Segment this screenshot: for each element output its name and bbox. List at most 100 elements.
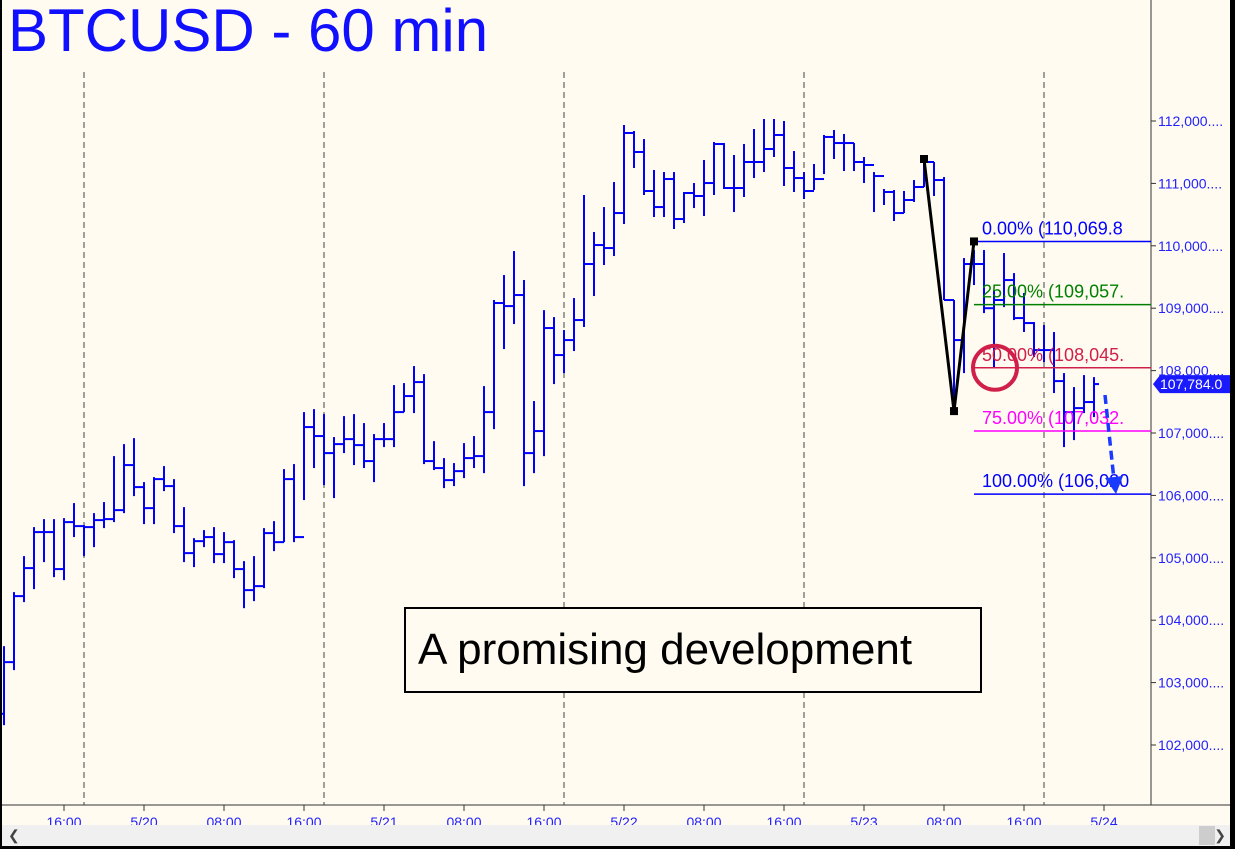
ohlc-bar xyxy=(429,441,439,471)
ohlc-bar xyxy=(479,386,489,474)
ohlc-bar xyxy=(809,163,819,193)
ohlc-bar xyxy=(329,437,339,499)
annotation-box: A promising development xyxy=(404,607,982,693)
ohlc-bar xyxy=(569,298,579,352)
last-price-tag xyxy=(1153,375,1230,394)
ohlc-bar xyxy=(539,310,549,457)
ohlc-bar xyxy=(799,172,809,199)
ohlc-bar xyxy=(1079,375,1089,414)
ohlc-bar xyxy=(89,513,99,548)
price-tick-label: 110,000.... xyxy=(1158,238,1223,254)
swing-point xyxy=(950,407,958,416)
arrow-head-icon xyxy=(1105,476,1123,494)
ohlc-bar xyxy=(849,142,859,172)
ohlc-bar xyxy=(39,519,49,563)
ohlc-bar xyxy=(459,443,469,479)
ohlc-bar xyxy=(289,464,299,543)
ohlc-bar xyxy=(449,463,459,487)
ohlc-bar xyxy=(239,561,249,609)
ohlc-bar xyxy=(689,183,699,209)
ohlc-bar xyxy=(659,172,669,218)
ohlc-bar xyxy=(9,592,19,671)
swing-point xyxy=(920,155,928,164)
ohlc-bar xyxy=(259,528,269,589)
ohlc-bar xyxy=(889,190,899,222)
last-price-label: 107,784.0 xyxy=(1160,376,1222,392)
ohlc-bar xyxy=(829,129,839,160)
ohlc-bar xyxy=(649,169,659,218)
ohlc-bar xyxy=(1059,373,1069,448)
ohlc-bar xyxy=(899,191,909,215)
time-tick-label: 5/20 xyxy=(130,814,157,825)
ohlc-bar xyxy=(519,280,529,487)
ohlc-bar xyxy=(629,130,639,168)
ohlc-bar xyxy=(949,299,959,411)
time-tick-label: 08:00 xyxy=(926,814,961,825)
ohlc-bar xyxy=(359,423,369,469)
ohlc-bar xyxy=(619,124,629,225)
ohlc-bar xyxy=(499,275,509,350)
ohlc-bar xyxy=(249,556,259,602)
time-tick-label: 08:00 xyxy=(206,814,241,825)
ohlc-bar xyxy=(769,119,779,158)
ohlc-bar xyxy=(739,144,749,198)
ohlc-bar xyxy=(529,401,539,474)
ohlc-bar xyxy=(1039,325,1049,363)
scrollbar-thumb[interactable] xyxy=(1199,826,1215,845)
ohlc-bar xyxy=(339,416,349,454)
price-tick-label: 111,000.... xyxy=(1158,175,1222,191)
time-tick-label: 16:00 xyxy=(766,814,801,825)
ohlc-bar xyxy=(349,414,359,466)
ohlc-bar xyxy=(469,436,479,469)
ohlc-bar xyxy=(29,527,39,590)
ohlc-bar xyxy=(129,438,139,497)
ohlc-bar xyxy=(59,518,69,581)
ohlc-bar xyxy=(99,502,109,529)
ohlc-bar xyxy=(559,330,569,374)
horizontal-scrollbar[interactable]: ❮ ❯ xyxy=(2,825,1230,846)
highlight-circle xyxy=(971,343,1019,392)
ohlc-bar xyxy=(869,163,879,213)
swing-point xyxy=(970,237,978,246)
ohlc-bar xyxy=(1009,273,1019,321)
time-tick-label: 5/21 xyxy=(370,814,397,825)
chart-title: BTCUSD - 60 min xyxy=(8,0,489,64)
ohlc-bar xyxy=(819,134,829,181)
ohlc-bar xyxy=(939,177,949,302)
scroll-right-icon[interactable]: ❯ xyxy=(1214,827,1226,843)
ohlc-bar xyxy=(609,182,619,257)
ohlc-bar xyxy=(779,121,789,187)
ohlc-bar xyxy=(859,157,869,184)
projection-arrow xyxy=(1103,394,1116,481)
time-tick-label: 5/23 xyxy=(850,814,877,825)
scroll-left-icon[interactable]: ❮ xyxy=(8,827,20,843)
price-tick-label: 103,000.... xyxy=(1158,675,1224,691)
time-tick-label: 08:00 xyxy=(686,814,721,825)
ohlc-bar xyxy=(279,469,289,544)
price-tick-label: 106,000.... xyxy=(1158,487,1224,503)
ohlc-bar xyxy=(509,251,519,325)
ohlc-bar xyxy=(1089,377,1099,418)
time-tick-label: 5/22 xyxy=(610,814,637,825)
fib-level-label: 0.00% (110,069.8 xyxy=(982,218,1123,238)
ohlc-bar xyxy=(19,556,29,603)
price-tick-label: 105,000.... xyxy=(1158,550,1224,566)
ohlc-bar xyxy=(109,456,119,523)
ohlc-bar xyxy=(579,195,589,328)
ohlc-bar xyxy=(319,414,329,486)
ohlc-bar xyxy=(79,525,89,557)
time-tick-label: 16:00 xyxy=(1006,814,1041,825)
swing-line xyxy=(922,158,976,412)
ohlc-bar xyxy=(389,385,399,448)
ohlc-bar xyxy=(989,290,999,369)
price-chart[interactable]: 102,000.... 103,000.... 104,000.... 105,000… xyxy=(2,0,1230,825)
time-tick-label: 16:00 xyxy=(286,814,321,825)
ohlc-bar xyxy=(379,423,389,448)
ohlc-bar xyxy=(759,119,769,173)
annotation-text: A promising development xyxy=(418,625,913,674)
ohlc-bar xyxy=(2,646,9,726)
ohlc-bar xyxy=(699,160,709,217)
price-tick-label: 104,000.... xyxy=(1158,612,1224,628)
ohlc-bar xyxy=(879,175,889,205)
